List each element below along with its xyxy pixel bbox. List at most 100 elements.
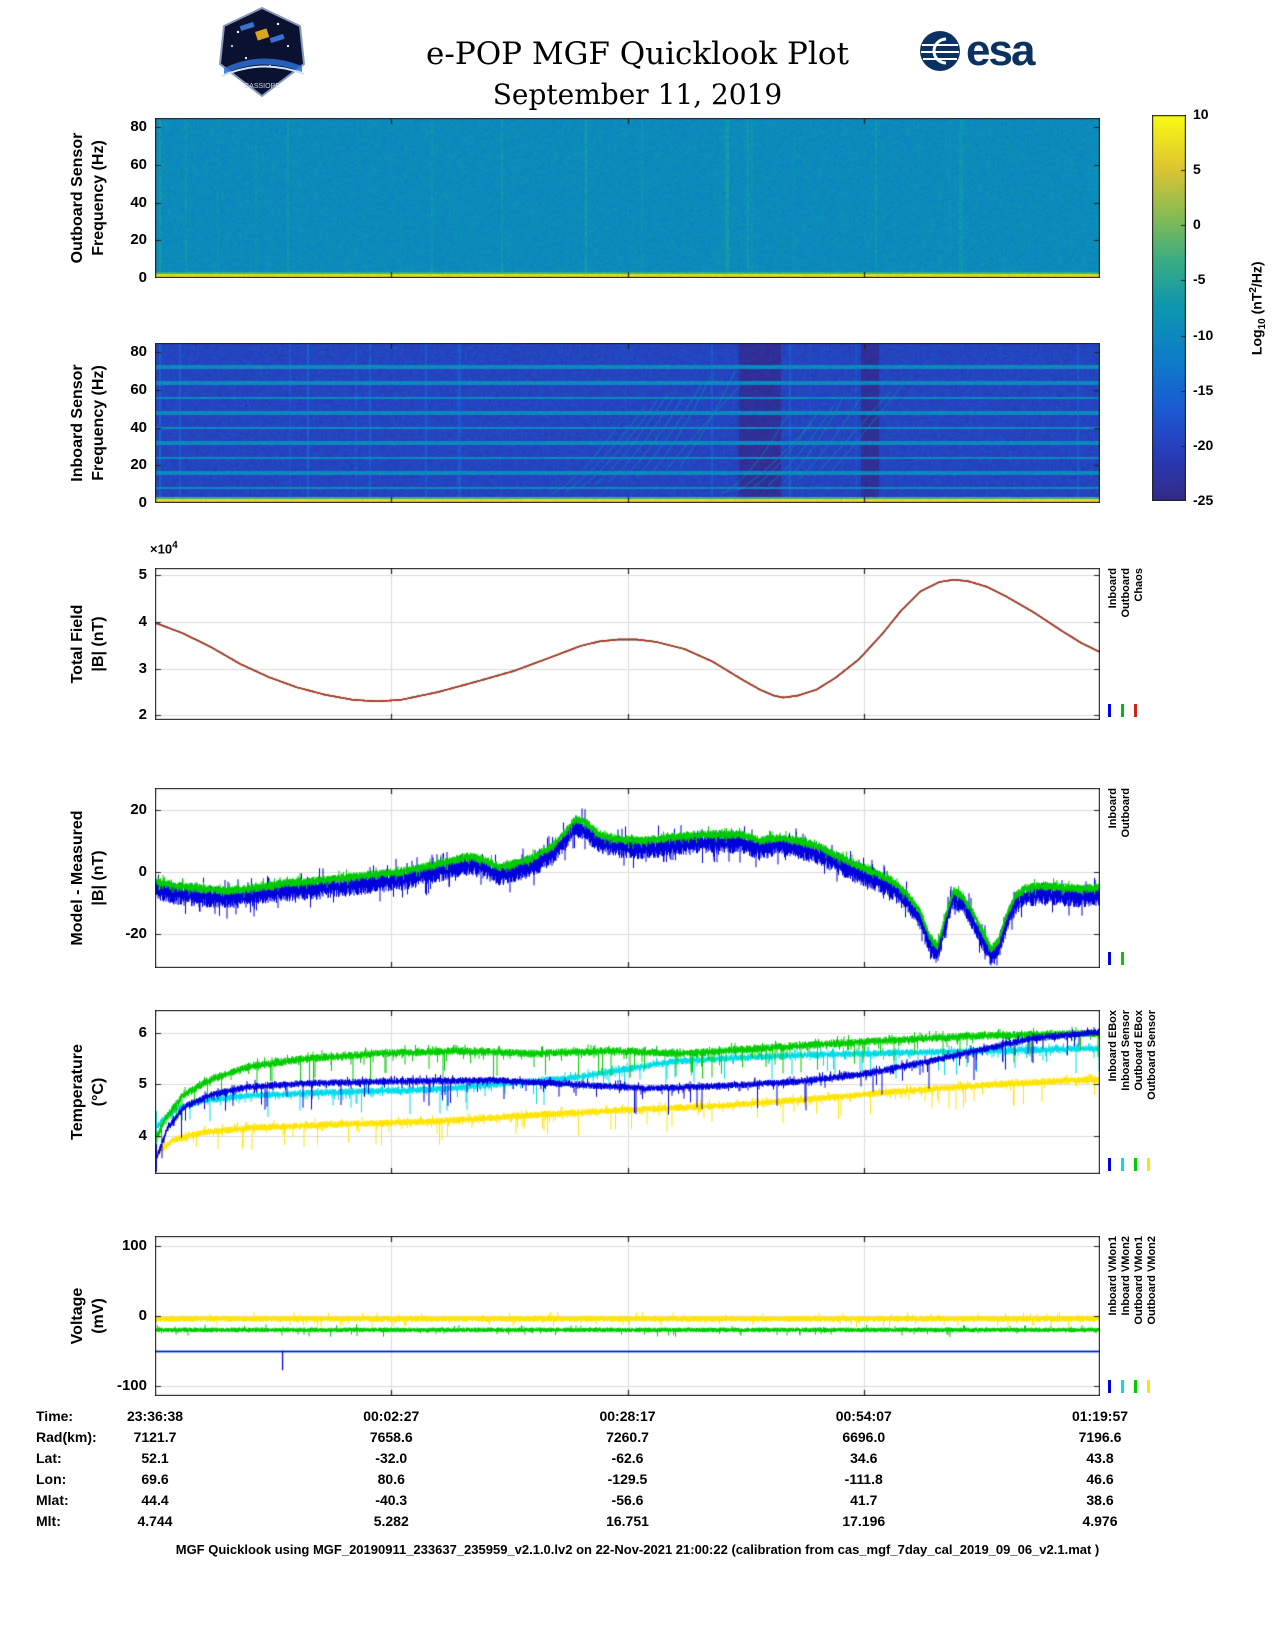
y-tick-label: 0 xyxy=(138,269,147,286)
legend-marker xyxy=(1121,1158,1124,1171)
legend-marker xyxy=(1121,1380,1124,1393)
total-field-legend: Inboard Outboard Chaos xyxy=(1107,568,1179,720)
table-cell: 23:36:38 xyxy=(126,1408,184,1424)
cassiope-mission-logo: CASSIOPE xyxy=(218,6,306,103)
table-cell: 7658.6 xyxy=(369,1429,413,1445)
outboard-spectrogram-canvas xyxy=(155,118,1100,278)
legend-label-inboard-vmon2: Inboard VMon2 xyxy=(1120,1236,1132,1316)
colorbar-label: Log10 (nT2/Hz) xyxy=(1247,261,1269,356)
table-cell: 00:54:07 xyxy=(835,1408,892,1424)
colorbar-tick-label: -10 xyxy=(1193,326,1214,343)
table-cell: -111.8 xyxy=(844,1471,883,1487)
table-cell: 43.8 xyxy=(1086,1450,1114,1466)
y-tick-label: 4 xyxy=(138,1126,147,1144)
legend-label-inboard: Inboard xyxy=(1107,788,1119,829)
cassiope-patch-graphic: CASSIOPE xyxy=(218,6,306,98)
y-tick-label: 20 xyxy=(130,456,147,474)
table-cell: 7196.6 xyxy=(1078,1429,1122,1445)
page-date: September 11, 2019 xyxy=(492,78,783,111)
y-tick-label: 100 xyxy=(121,1237,147,1255)
y-tick-label: 20 xyxy=(130,800,147,818)
table-cell: 69.6 xyxy=(141,1471,169,1487)
colorbar-tick-label: -5 xyxy=(1193,271,1206,288)
y-tick-label: 5 xyxy=(138,566,147,583)
legend-label-outboard: Outboard xyxy=(1120,788,1132,838)
table-cell: -56.6 xyxy=(611,1492,644,1508)
legend-marker xyxy=(1108,1380,1111,1393)
legend-label-inboard: Inboard xyxy=(1107,568,1119,609)
esa-logo: esa xyxy=(918,26,1035,76)
table-row-label: Rad(km): xyxy=(36,1429,97,1445)
y-tick-label: -20 xyxy=(125,924,147,942)
table-cell: 38.6 xyxy=(1086,1492,1114,1508)
y-tick-label: -100 xyxy=(116,1376,147,1394)
legend-marker xyxy=(1121,704,1124,717)
y-tick-label: 60 xyxy=(130,156,147,174)
table-row-label: Lon: xyxy=(36,1471,67,1487)
y-tick-label: 40 xyxy=(130,418,147,436)
table-row-label: Mlt: xyxy=(36,1513,61,1529)
y-tick-label: 0 xyxy=(138,1307,147,1324)
y-tick-label: 4 xyxy=(138,612,147,630)
table-row-label: Lat: xyxy=(36,1450,62,1466)
inboard-spectrogram-canvas xyxy=(155,343,1100,503)
table-cell: 80.6 xyxy=(377,1471,405,1487)
table-cell: -62.6 xyxy=(611,1450,644,1466)
legend-label-chaos: Chaos xyxy=(1133,568,1145,602)
legend-marker xyxy=(1108,952,1111,965)
y-tick-label: 3 xyxy=(138,659,147,677)
total-field-ylabel: Total Field |B| (nT) xyxy=(69,604,107,684)
model-minus-measured-legend: Inboard Outboard xyxy=(1107,788,1179,968)
table-cell: 01:19:57 xyxy=(1071,1408,1129,1424)
voltage-legend: Inboard VMon1 Inboard VMon2 Outboard VMon1… xyxy=(1107,1236,1179,1396)
legend-marker xyxy=(1147,1380,1150,1393)
legend-marker xyxy=(1108,704,1111,717)
table-cell: 7260.7 xyxy=(606,1429,649,1445)
colorbar-canvas xyxy=(1152,115,1186,501)
colorbar-tick-label: -20 xyxy=(1193,436,1214,453)
colorbar-tick-label: -25 xyxy=(1193,492,1214,508)
legend-marker xyxy=(1134,704,1137,717)
voltage-canvas xyxy=(155,1236,1100,1396)
table-cell: 4.744 xyxy=(137,1513,173,1529)
page-title: e-POP MGF Quicklook Plot xyxy=(426,36,849,72)
table-cell: 00:28:17 xyxy=(599,1408,656,1424)
table-cell: 46.6 xyxy=(1086,1471,1114,1487)
table-cell: 7121.7 xyxy=(133,1429,177,1445)
footer-text: MGF Quicklook using MGF_20190911_233637_… xyxy=(175,1542,1100,1557)
legend-label-outboard: Outboard xyxy=(1120,568,1132,618)
table-cell: 4.976 xyxy=(1082,1513,1118,1529)
legend-marker xyxy=(1147,1158,1150,1171)
legend-label-inboard-ebox: Inboard EBox xyxy=(1107,1010,1119,1082)
legend-marker xyxy=(1121,952,1124,965)
table-row-label: Time: xyxy=(36,1408,74,1424)
colorbar-tick-label: 5 xyxy=(1193,161,1201,178)
y-tick-label: 80 xyxy=(130,118,147,136)
model-minus-measured-canvas xyxy=(155,788,1100,968)
y-tick-label: 0 xyxy=(138,494,147,511)
table-cell: 00:02:27 xyxy=(363,1408,420,1424)
svg-text:CASSIOPE: CASSIOPE xyxy=(244,83,280,90)
colorbar-tick-label: 0 xyxy=(1193,216,1201,233)
y-tick-label: 40 xyxy=(130,193,147,211)
temperature-canvas xyxy=(155,1010,1100,1174)
legend-label-inboard-sensor: Inboard Sensor xyxy=(1120,1010,1132,1091)
table-cell: 34.6 xyxy=(850,1450,878,1466)
y-tick-label: 60 xyxy=(130,381,147,399)
table-cell: 52.1 xyxy=(141,1450,169,1466)
legend-label-outboard-ebox: Outboard EBox xyxy=(1133,1010,1145,1091)
temperature-legend: Inboard EBox Inboard Sensor Outboard EBox O… xyxy=(1107,1010,1179,1174)
table-cell: 44.4 xyxy=(141,1492,169,1508)
y-tick-label: 0 xyxy=(138,862,147,880)
y-tick-label: 5 xyxy=(138,1075,147,1093)
legend-label-outboard-vmon2: Outboard VMon2 xyxy=(1146,1236,1158,1325)
table-cell: 5.282 xyxy=(373,1513,409,1529)
colorbar-tick-label: 10 xyxy=(1193,106,1209,122)
y-tick-label: 6 xyxy=(138,1024,147,1042)
legend-label-outboard-sensor: Outboard Sensor xyxy=(1146,1010,1158,1100)
table-cell: 17.196 xyxy=(842,1513,886,1529)
legend-marker xyxy=(1134,1158,1137,1171)
total-field-exponent: ×104 xyxy=(150,540,178,557)
legend-label-outboard-vmon1: Outboard VMon1 xyxy=(1133,1236,1145,1325)
